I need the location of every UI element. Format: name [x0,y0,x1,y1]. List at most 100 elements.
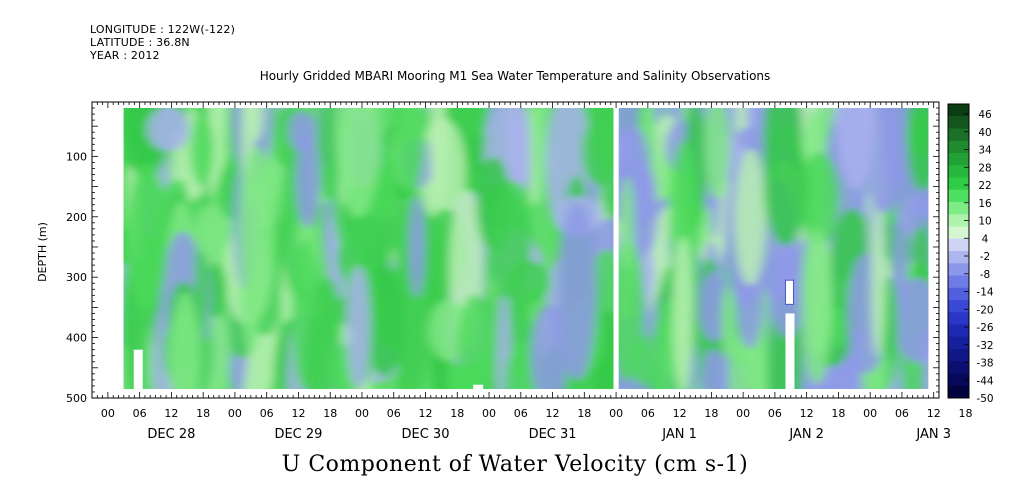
heatmap-blob [355,123,371,258]
heatmap-blob [770,203,789,251]
heatmap-blob [533,108,547,203]
heatmap-blob [618,260,656,341]
heatmap-blob [183,108,201,204]
heatmap-blob [618,241,638,312]
heatmap-blob [709,134,744,182]
heatmap-blob [789,178,803,298]
heatmap-blob [231,108,261,216]
heatmap-blob [645,223,679,319]
x-day-label: DEC 31 [529,427,577,442]
colorbar-swatch [948,153,969,166]
heatmap-panel [123,108,614,389]
heatmap-blob [154,108,174,169]
x-day-label: DEC 30 [402,427,450,442]
x-hour-tick-label: 18 [958,407,972,420]
heatmap-blob [752,305,796,389]
x-hour-tick-label: 12 [164,407,178,420]
heatmap-blob [769,146,784,206]
heatmap-blob [758,211,788,326]
heatmap-blob [907,110,929,157]
heatmap-blob [764,228,796,389]
heatmap-blob [354,108,377,177]
heatmap-blob [314,276,341,349]
heatmap-blob [505,108,531,196]
heatmap-blob [637,108,679,181]
heatmap-blob [168,108,209,245]
heatmap-blob [855,194,886,294]
heatmap-blob [445,108,465,213]
heatmap-blob [545,288,571,389]
heatmap-blob [154,108,197,163]
heatmap-blob [696,139,722,245]
heatmap-blob [577,144,606,255]
heatmap-blob [853,183,886,224]
heatmap-blob [834,108,874,184]
colorbar-label: 16 [978,198,992,210]
colorbar-swatch [948,251,969,264]
heatmap-blob [173,210,186,255]
heatmap-blob [443,288,487,367]
heatmap-blob [830,181,853,276]
heatmap-blob [481,108,508,167]
heatmap-blob [900,261,929,335]
heatmap-blob [659,108,674,221]
heatmap-blob [464,242,486,333]
heatmap-blob [386,143,430,264]
heatmap-blob [914,108,929,180]
heatmap-blob [717,134,764,286]
colorbar-swatch [948,263,969,276]
colorbar-label: -50 [976,393,993,405]
heatmap-blob [275,317,315,389]
x-hour-tick-label: 00 [228,407,242,420]
heatmap-blob [664,255,698,389]
heatmap-blob [346,109,381,189]
heatmap-blob [688,108,726,211]
heatmap-blob [278,108,293,188]
heatmap-blob [894,277,929,363]
heatmap-blob [330,300,364,389]
heatmap-blob [350,108,369,189]
heatmap-blob [643,143,679,319]
heatmap-blob [861,289,900,389]
heatmap-blob [147,108,190,152]
heatmap-blob [587,326,608,389]
heatmap-blob [755,167,802,344]
heatmap-blob [805,159,821,322]
heatmap-blob [592,269,605,389]
heatmap-blob [338,288,380,331]
x-hour-tick-label: 12 [291,407,305,420]
heatmap-blob [645,196,692,290]
heatmap-field [123,108,929,389]
x-hour-tick-label: 06 [260,407,274,420]
heatmap-blob [653,124,680,175]
heatmap-blob [728,300,744,371]
heatmap-blob [368,143,398,223]
heatmap-blob [626,318,670,389]
colorbar-swatch [948,202,969,215]
x-hour-tick-label: 00 [736,407,750,420]
heatmap-blob [793,331,839,389]
heatmap-blob [476,156,512,253]
heatmap-blob [496,231,516,374]
heatmap-blob [223,224,272,325]
heatmap-blob [801,110,831,218]
heatmap-blob [581,119,614,185]
heatmap-blob [672,177,707,238]
colorbar-swatch [948,324,969,338]
heatmap-blob [667,108,681,182]
heatmap-blob [635,108,655,233]
colorbar-swatch [948,336,969,350]
heatmap-blob [900,285,924,389]
heatmap-blob [582,235,607,323]
heatmap-blob [395,108,427,195]
heatmap-blob [861,108,908,214]
heatmap-blob [451,269,464,344]
heatmap-blob [153,126,181,261]
heatmap-blob [815,222,845,356]
missing-data-patch [133,349,143,389]
heatmap-blob [666,206,711,325]
colorbar-swatch [948,128,969,142]
heatmap-blob [504,339,546,389]
heatmap-blob [734,148,767,286]
heatmap-blob [730,359,778,389]
